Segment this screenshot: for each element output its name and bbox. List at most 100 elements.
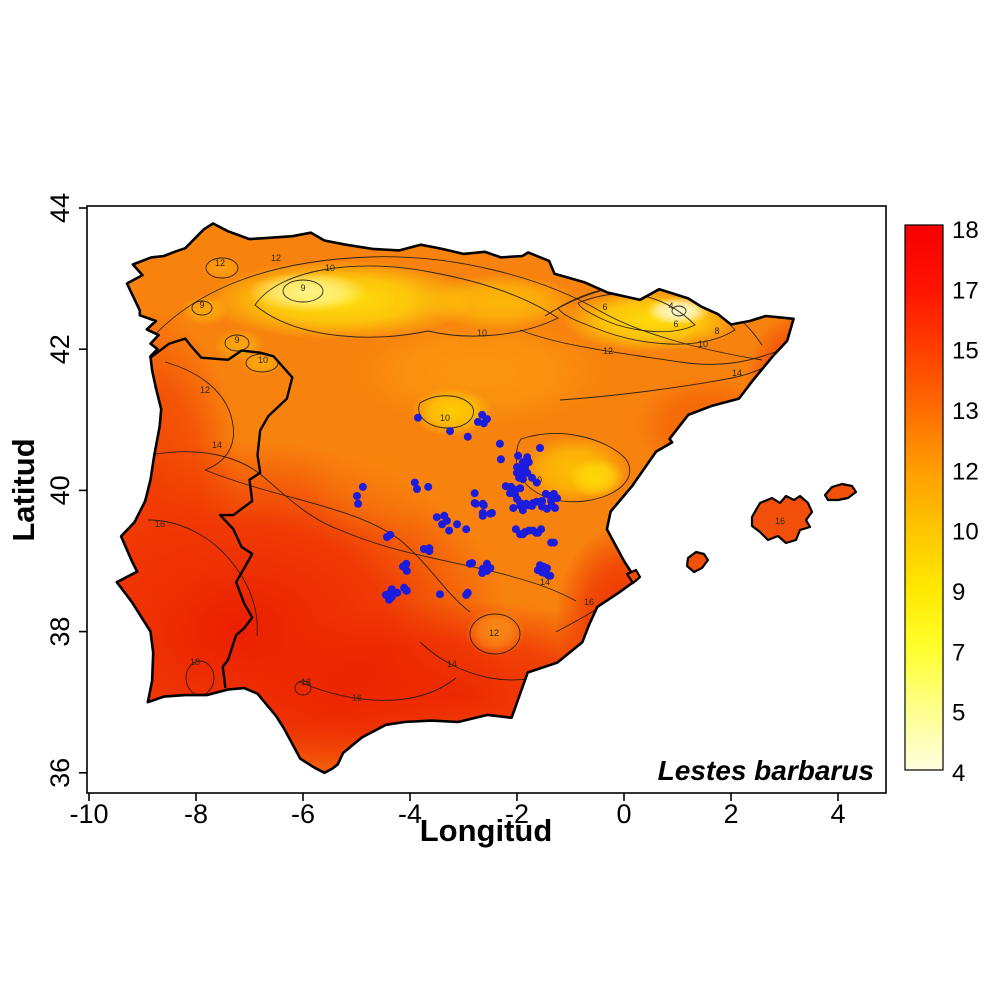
contour-loop	[191, 300, 213, 316]
occurrence-point	[446, 427, 455, 436]
contour-label: 16	[584, 597, 594, 607]
contour-label: 10	[698, 339, 708, 349]
contour-label: 10	[477, 328, 487, 338]
contour-label: 10	[258, 355, 268, 365]
contour-label: 9	[300, 283, 305, 293]
x-axis-title: Longitud	[420, 813, 553, 848]
occurrence-point	[521, 528, 529, 537]
colorbar-tick-label: 7	[952, 639, 965, 666]
x-tick-label: -8	[184, 799, 208, 829]
y-tick-label: 40	[45, 475, 75, 505]
occurrence-point	[414, 413, 422, 422]
contour-loop	[469, 613, 521, 655]
contour-label: 12	[215, 258, 225, 268]
coastline-layer	[115, 222, 795, 775]
contour-label: 8	[714, 326, 719, 336]
heat-blob	[181, 295, 229, 325]
occurrence-point	[518, 506, 527, 515]
iberia-coastline	[115, 222, 795, 775]
x-tick-label: -10	[69, 799, 108, 829]
occurrence-point	[514, 451, 523, 460]
occurrence-point	[536, 444, 544, 452]
occurrence-point	[436, 590, 444, 599]
y-tick-label: 36	[45, 758, 75, 788]
contour-label: 10	[325, 263, 335, 273]
heat-blob	[248, 272, 368, 312]
occurrence-point	[432, 513, 441, 522]
contour-line	[254, 265, 559, 338]
colorbar-scale	[904, 224, 944, 771]
colorbar-tick-label: 10	[952, 519, 979, 546]
ibiza-island	[685, 550, 710, 574]
contour-label: 14	[212, 440, 222, 450]
occurrence-point	[486, 564, 495, 573]
occurrence-point	[528, 473, 536, 482]
contour-loop	[294, 680, 312, 696]
occurrence-point	[483, 415, 491, 424]
heat-blob	[420, 274, 580, 330]
occurrence-point	[413, 485, 421, 493]
x-tick-label: -2	[505, 799, 529, 829]
occurrence-point	[539, 568, 548, 577]
contour-label: 12	[603, 346, 613, 356]
occurrence-point	[496, 455, 505, 464]
colorbar-tick-label: 13	[952, 398, 979, 425]
contour-line	[418, 395, 474, 429]
heat-blob	[465, 609, 525, 657]
occurrence-point	[470, 499, 479, 508]
occurrence-point	[516, 484, 525, 493]
contour-label: 6	[673, 319, 678, 329]
y-tick-label: 44	[45, 193, 75, 223]
contour-label: 14	[732, 368, 742, 378]
occurrence-point	[462, 525, 471, 534]
occurrence-point	[516, 499, 525, 508]
x-tick-label: -4	[398, 799, 422, 829]
contour-label: 12	[200, 385, 210, 395]
contour-label: 12	[271, 253, 281, 263]
contour-label: 14	[540, 577, 550, 587]
colorbar-tick-label: 4	[952, 760, 965, 787]
occurrence-point	[410, 478, 419, 487]
contour-label: 16	[155, 519, 165, 529]
colorbar-tick-label: 17	[952, 277, 979, 304]
heat-blob	[202, 255, 242, 281]
occurrence-point	[353, 492, 361, 500]
occurrence-point	[424, 482, 433, 491]
y-axis-title: Latitud	[6, 438, 41, 541]
contour-label: 18	[190, 657, 200, 667]
menorca-island	[823, 482, 858, 502]
occurrence-point	[518, 475, 527, 484]
occurrence-point	[486, 509, 495, 518]
contour-label: 4	[668, 301, 673, 311]
occurrence-point	[399, 562, 407, 571]
contour-loop	[671, 305, 687, 317]
contour-line	[147, 519, 258, 637]
occurrence-point	[425, 544, 434, 553]
occurrence-point	[468, 559, 477, 568]
occurrence-point	[438, 520, 447, 529]
contour-line	[299, 677, 457, 701]
contour-line	[149, 256, 763, 361]
x-axis: -10 -8 -6 -4 -2 0 2 4	[69, 793, 846, 829]
occurrence-point	[386, 588, 395, 597]
contour-line	[519, 329, 776, 365]
y-axis: 44 42 40 38 36	[45, 193, 87, 788]
occurrence-point	[549, 538, 558, 547]
heat-blob	[569, 458, 625, 498]
colorbar-tick-label: 9	[952, 579, 965, 606]
contour-label: 16	[775, 516, 785, 526]
occurrence-points-layer	[353, 410, 562, 604]
contour-line	[164, 361, 234, 471]
contour-label: 16	[352, 693, 362, 703]
x-tick-label: -6	[291, 799, 315, 829]
x-tick-label: 0	[616, 799, 631, 829]
occurrence-point	[537, 525, 546, 534]
occurrence-point	[538, 497, 547, 505]
occurrence-point	[462, 590, 471, 599]
contour-line	[339, 529, 577, 602]
contour-label: 6	[602, 302, 607, 312]
contour-label: 9	[234, 335, 239, 345]
occurrence-point	[532, 478, 541, 487]
